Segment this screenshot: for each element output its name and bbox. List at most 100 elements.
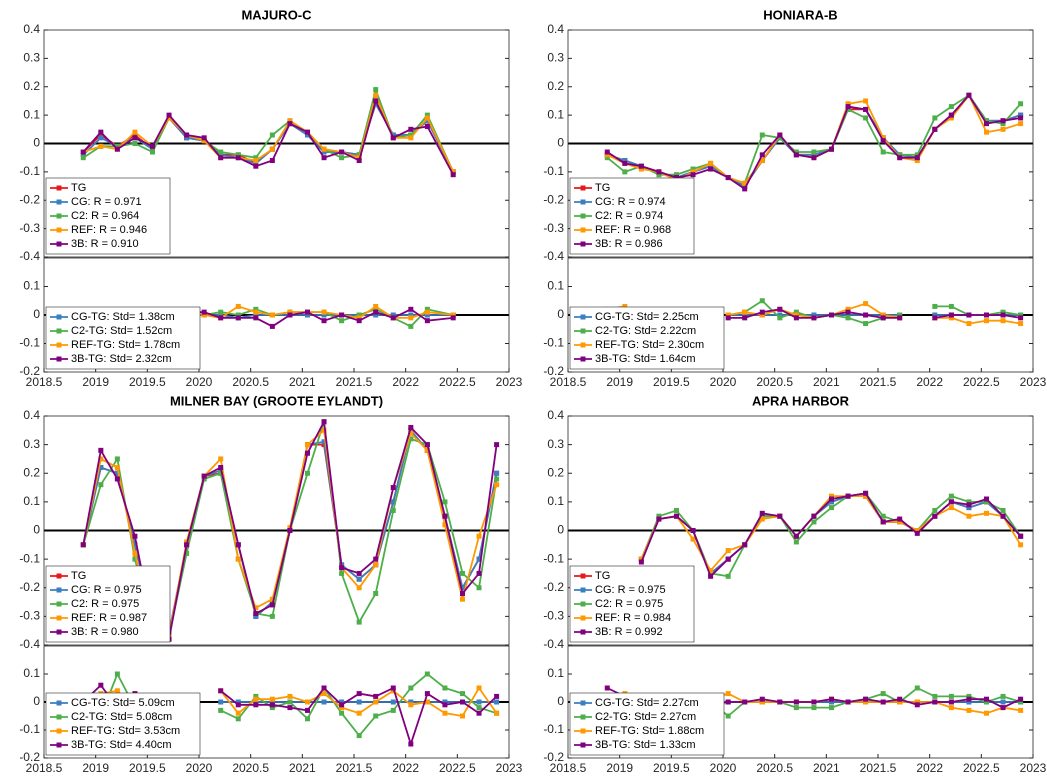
marker	[880, 315, 886, 321]
marker	[863, 321, 869, 327]
legend-label: C2: R = 0.964	[71, 210, 139, 222]
marker	[408, 312, 414, 318]
marker	[235, 542, 241, 548]
marker	[690, 169, 696, 175]
legend-marker	[580, 342, 586, 348]
marker	[708, 166, 714, 172]
marker	[914, 530, 920, 536]
marker	[373, 590, 379, 596]
marker	[690, 528, 696, 533]
marker	[948, 699, 954, 705]
marker	[476, 585, 482, 591]
legend-label: C2: R = 0.975	[71, 598, 139, 610]
marker	[476, 710, 482, 716]
marker	[656, 172, 662, 178]
marker	[390, 499, 396, 505]
marker	[759, 312, 765, 318]
marker	[725, 315, 731, 321]
marker	[742, 542, 748, 548]
x-tick-label: 2020.5	[232, 761, 269, 775]
x-tick-label: 2022	[916, 761, 943, 775]
marker	[966, 699, 972, 705]
marker	[424, 699, 430, 705]
marker	[1018, 112, 1024, 118]
x-tick-label: 2023	[496, 375, 523, 389]
x-tick-label: 2019.5	[653, 375, 690, 389]
x-tick-label: 2019	[606, 761, 633, 775]
marker	[442, 699, 448, 705]
legend-marker	[580, 227, 586, 233]
marker	[253, 163, 259, 169]
marker	[408, 126, 414, 132]
legend-label: 3B-TG: Std= 1.64cm	[595, 353, 696, 365]
marker	[638, 163, 644, 169]
marker	[604, 152, 610, 158]
marker	[184, 550, 190, 556]
legend-marker	[56, 573, 62, 579]
marker	[932, 699, 938, 705]
x-tick-label: 2019	[606, 375, 633, 389]
marker	[914, 152, 920, 158]
y-tick-label: -0.1	[19, 164, 40, 178]
legend-box	[569, 306, 725, 370]
y-tick-label: 0	[33, 136, 40, 150]
marker	[829, 505, 834, 511]
marker	[235, 702, 241, 708]
marker	[742, 183, 748, 189]
marker	[460, 590, 465, 596]
marker	[408, 699, 414, 705]
x-tick-label: 2018.5	[550, 375, 587, 389]
marker	[460, 596, 465, 602]
y-tick-label: -0.4	[543, 249, 564, 263]
marker	[287, 121, 293, 127]
marker	[897, 699, 903, 705]
marker	[356, 158, 362, 164]
y-tick-label: -0.2	[543, 364, 564, 378]
marker	[339, 149, 345, 155]
x-tick-label: 2022	[392, 375, 419, 389]
legend-marker	[56, 185, 62, 191]
marker	[948, 493, 954, 499]
marker	[132, 132, 138, 138]
marker	[494, 476, 500, 482]
legend-label: TG	[595, 182, 610, 194]
marker	[339, 312, 345, 318]
marker	[253, 158, 259, 164]
marker	[269, 132, 275, 138]
chart-title: MAJURO-C	[241, 7, 312, 22]
legend-marker	[580, 314, 586, 320]
marker	[442, 522, 448, 528]
marker	[1018, 533, 1024, 539]
y-tick-label: 0.1	[547, 666, 564, 680]
marker	[777, 312, 783, 318]
marker	[132, 542, 138, 548]
marker	[132, 550, 138, 556]
marker	[1000, 121, 1006, 127]
series-line	[82, 98, 454, 176]
marker	[948, 312, 954, 318]
marker	[829, 696, 834, 702]
legend-marker	[580, 700, 586, 706]
marker	[339, 155, 345, 161]
marker	[914, 699, 920, 705]
legend-label: TG	[595, 570, 610, 582]
marker	[966, 693, 972, 699]
marker	[777, 132, 783, 138]
y-tick-label: -0.2	[19, 364, 40, 378]
marker	[708, 160, 714, 166]
legend: TG CG: R = 0.974 C2: R = 0.974 REF: R = 0.9…	[569, 177, 695, 255]
marker	[984, 118, 989, 124]
marker	[98, 482, 104, 488]
marker	[201, 135, 207, 141]
marker	[98, 447, 104, 453]
marker	[218, 465, 224, 471]
marker	[863, 106, 869, 112]
axes-box	[567, 415, 1034, 646]
x-tick-label: 2023	[1020, 375, 1047, 389]
marker	[793, 533, 799, 539]
legend-marker	[56, 615, 62, 621]
legend-marker	[56, 714, 62, 720]
marker	[201, 473, 207, 479]
marker	[184, 135, 190, 141]
